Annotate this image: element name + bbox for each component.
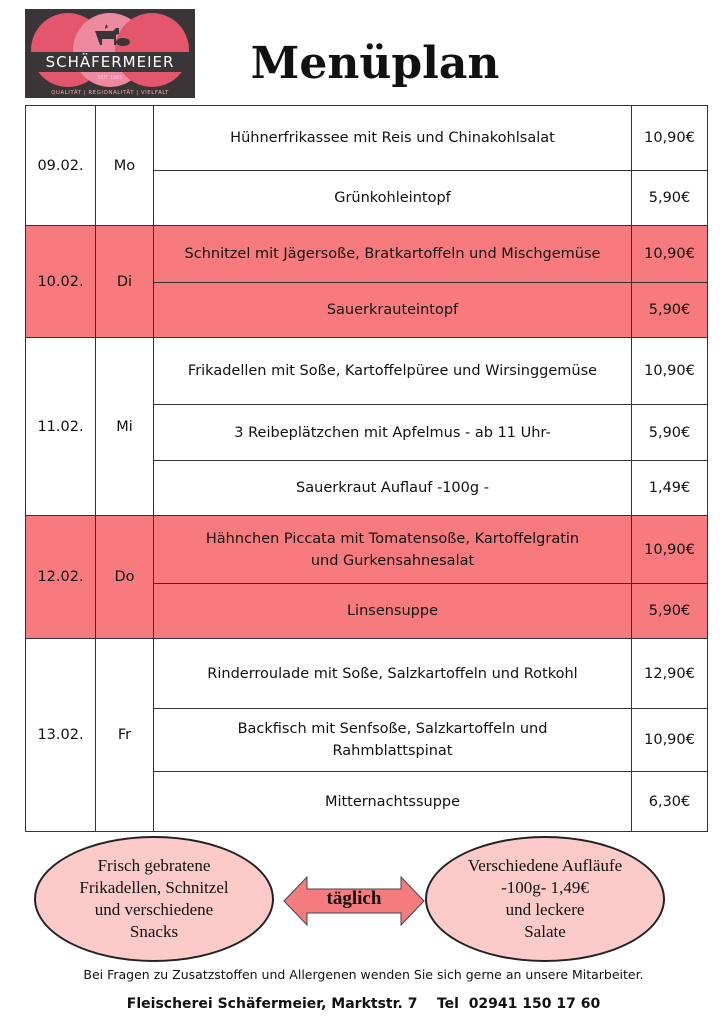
weekday-cell: Mi — [95, 337, 154, 516]
dish-cell: Rinderroulade mit Soße, Salzkartoffeln u… — [153, 638, 632, 709]
special-right-line: Salate — [524, 922, 566, 941]
dish-cell: 3 Reibeplätzchen mit Apfelmus - ab 11 Uh… — [153, 404, 632, 461]
daily-label: täglich — [326, 888, 382, 909]
logo: SCHÄFERMEIER SEIT 1965 QUALITÄT | REGION… — [25, 9, 195, 98]
dish-cell: Frikadellen mit Soße, Kartoffelpüree und… — [153, 337, 632, 405]
price-cell: 10,90€ — [631, 515, 708, 584]
price-cell: 6,30€ — [631, 771, 708, 832]
date-cell: 13.02. — [25, 638, 96, 832]
table-row: Grünkohleintopf 5,90€ — [26, 170, 708, 226]
special-left-line: Snacks — [129, 922, 179, 941]
logo-since: SEIT 1965 — [97, 75, 123, 81]
date-cell: 10.02. — [25, 225, 96, 338]
dish-cell: Grünkohleintopf — [153, 170, 632, 226]
price-cell: 5,90€ — [631, 583, 708, 639]
dish-cell: Sauerkraut Auflauf -100g - — [153, 460, 632, 516]
price-cell: 5,90€ — [631, 404, 708, 461]
price-cell: 10,90€ — [631, 337, 708, 405]
special-right-line: Verschiedene Aufläufe — [467, 856, 623, 875]
double-arrow-icon: täglich — [283, 875, 425, 927]
price-cell: 10,90€ — [631, 708, 708, 772]
special-left-line: und verschiedene — [94, 900, 214, 919]
weekday-cell: Di — [95, 225, 154, 338]
page-title: Menüplan — [250, 38, 500, 89]
allergen-note: Bei Fragen zu Zusatzstoffen und Allergen… — [83, 967, 644, 982]
dish-cell: Backfisch mit Senfsoße, Salzkartoffeln u… — [153, 708, 632, 772]
table-row: 09.02. Mo Hühnerfrikassee mit Reis und Chi… — [25, 105, 708, 226]
price-cell: 10,90€ — [631, 225, 708, 283]
price-cell: 10,90€ — [631, 105, 708, 171]
dish-cell: Linsensuppe — [153, 583, 632, 639]
price-cell: 12,90€ — [631, 638, 708, 709]
special-left: Frisch gebratene Frikadellen, Schnitzel … — [34, 836, 274, 962]
dish-cell: Hähnchen Piccata mit Tomatensoße, Kartof… — [153, 515, 632, 584]
price-cell: 5,90€ — [631, 282, 708, 338]
table-row: 3 Reibeplätzchen mit Apfelmus - ab 11 Uh… — [26, 404, 708, 461]
dish-cell: Schnitzel mit Jägersoße, Bratkartoffeln … — [153, 225, 632, 283]
special-right-line: und leckere — [505, 900, 585, 919]
dish-cell: Mitternachtssuppe — [153, 771, 632, 832]
date-cell: 09.02. — [25, 105, 96, 226]
table-row: Sauerkraut Auflauf -100g -1,49€ — [26, 460, 708, 516]
cow-pig-icon — [95, 24, 130, 46]
table-row: Sauerkrauteintopf 5,90€ — [26, 282, 708, 338]
price-cell: 5,90€ — [631, 170, 708, 226]
table-row: Mitternachtssuppe 6,30€ — [26, 771, 708, 832]
date-cell: 11.02. — [25, 337, 96, 516]
special-left-line: Frisch gebratene — [97, 856, 211, 875]
footer-contact: Fleischerei Schäfermeier, Marktstr. 7 Te… — [126, 996, 601, 1012]
menu-table: 09.02. Mo Hühnerfrikassee mit Reis und Chi… — [25, 105, 708, 832]
dish-cell: Sauerkrauteintopf — [153, 282, 632, 338]
price-cell: 1,49€ — [631, 460, 708, 516]
table-row: Backfisch mit Senfsoße, Salzkartoffeln u… — [26, 708, 708, 772]
special-right-line: -100g- 1,49€ — [501, 878, 589, 897]
special-right: Verschiedene Aufläufe -100g- 1,49€ und l… — [425, 836, 665, 962]
table-row: 11.02. Mi Frikadellen mit Soße, Kartoffelp… — [25, 337, 708, 516]
weekday-cell: Fr — [95, 638, 154, 832]
special-left-line: Frikadellen, Schnitzel — [79, 878, 229, 897]
weekday-cell: Mo — [95, 105, 154, 226]
logo-tagline: QUALITÄT | REGIONALITÄT | VIELFALT — [51, 90, 169, 96]
table-row: 12.02. Do Hähnchen Piccata mit Tomatensoße… — [25, 515, 708, 639]
dish-cell: Hühnerfrikassee mit Reis und Chinakohlsa… — [153, 105, 632, 171]
weekday-cell: Do — [95, 515, 154, 639]
date-cell: 12.02. — [25, 515, 96, 639]
table-row: Linsensuppe 5,90€ — [26, 583, 708, 639]
logo-brand: SCHÄFERMEIER — [25, 52, 195, 72]
table-row: 13.02. Fr Rinderroulade mit Soße, Salzkart… — [25, 638, 708, 832]
table-row: 10.02. Di Schnitzel mit Jägersoße, Bratkar… — [25, 225, 708, 338]
